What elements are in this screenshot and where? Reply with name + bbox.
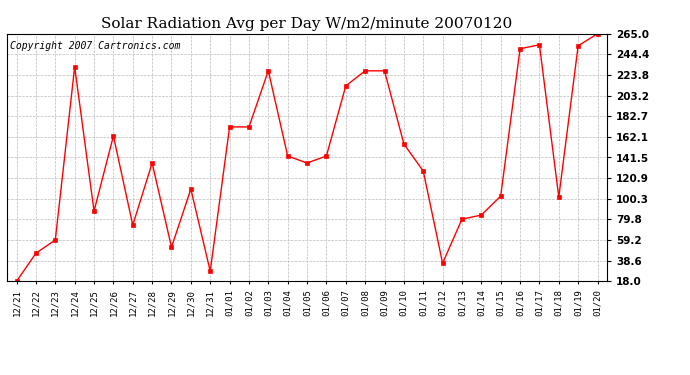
Title: Solar Radiation Avg per Day W/m2/minute 20070120: Solar Radiation Avg per Day W/m2/minute … bbox=[101, 17, 513, 31]
Text: Copyright 2007 Cartronics.com: Copyright 2007 Cartronics.com bbox=[10, 41, 180, 51]
